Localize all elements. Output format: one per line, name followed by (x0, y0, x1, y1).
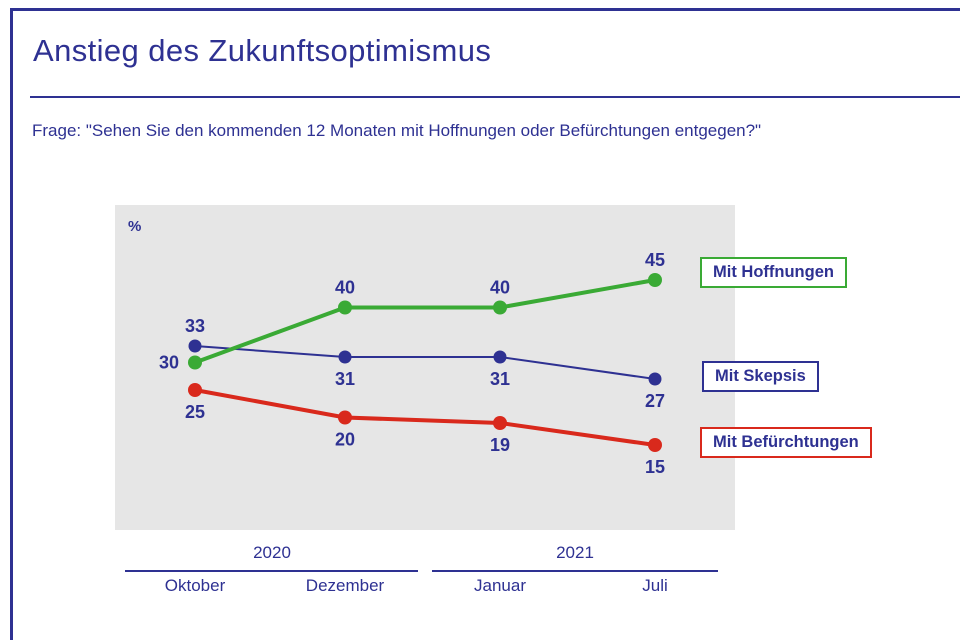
data-point (338, 410, 352, 425)
value-label: 19 (490, 435, 510, 455)
value-label: 20 (335, 430, 355, 450)
question-text: Frage: "Sehen Sie den kommenden 12 Monat… (32, 121, 762, 140)
data-point (188, 383, 202, 397)
value-label: 15 (645, 457, 665, 477)
value-label: 30 (159, 353, 179, 373)
data-point (648, 273, 662, 287)
value-label: 25 (185, 402, 205, 422)
year-2021-rule (432, 570, 718, 572)
series-line-0 (194, 278, 656, 365)
legend-item-1: Mit Skepsis (702, 361, 819, 392)
legend-item-2: Mit Befürchtungen (700, 427, 872, 458)
data-point (648, 372, 662, 386)
data-point (188, 339, 202, 353)
x-axis-label-dezember: Dezember (305, 576, 385, 595)
year-label-2020: 2020 (253, 543, 291, 562)
x-axis-label-juli: Juli (642, 576, 668, 595)
title-divider (30, 96, 960, 98)
data-point (493, 300, 507, 315)
value-label: 40 (335, 278, 355, 298)
x-axis-label-januar: Januar (474, 576, 526, 595)
value-label: 40 (490, 278, 510, 298)
value-label: 31 (490, 369, 510, 389)
value-label: 27 (645, 391, 665, 411)
data-point (493, 350, 507, 364)
series-line-2 (194, 388, 656, 447)
data-point (648, 438, 662, 452)
data-point (338, 300, 352, 315)
legend-item-0: Mit Hoffnungen (700, 257, 847, 288)
year-label-2021: 2021 (556, 543, 594, 562)
year-2020-rule (125, 570, 418, 572)
page-title: Anstieg des Zukunftsoptimismus (33, 33, 492, 68)
data-point (493, 416, 507, 430)
plot-area (115, 205, 735, 530)
y-axis-unit-label: % (128, 218, 142, 235)
value-label: 31 (335, 369, 355, 389)
value-label: 33 (185, 316, 205, 336)
value-label: 45 (645, 250, 665, 270)
series-line-1 (194, 345, 656, 380)
data-point (338, 350, 352, 364)
data-point (188, 355, 202, 370)
x-axis-label-oktober: Oktober (164, 576, 226, 595)
